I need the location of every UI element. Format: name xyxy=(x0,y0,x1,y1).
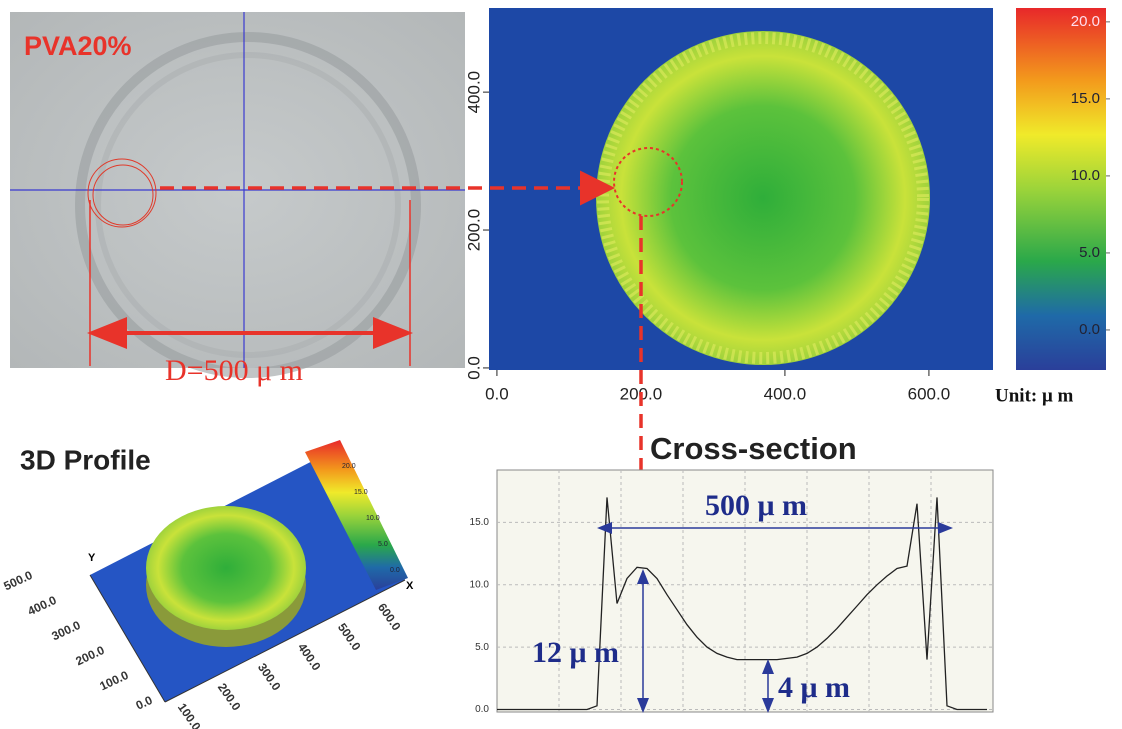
y-tick-label: 400.0 xyxy=(464,71,483,114)
y-tick-label: 0.0 xyxy=(464,356,483,380)
annotation: 4 μ m xyxy=(778,671,850,704)
profile-3d: 3D Profile Y X 0.0100.0200.0300.0400.050… xyxy=(1,440,414,729)
colorbar-tick-label: 15.0 xyxy=(354,489,368,496)
y-tick-label: 0.0 xyxy=(475,704,489,715)
y-tick-label: 400.0 xyxy=(25,593,58,619)
y-tick-label: 0.0 xyxy=(134,693,155,713)
colorbar-tick-label: 15.0 xyxy=(1071,90,1100,107)
x-tick-label: 300.0 xyxy=(255,661,284,694)
x-tick-label: 200.0 xyxy=(215,681,244,714)
colorbar-tick-label: 10.0 xyxy=(1071,167,1100,184)
colorbar-tick-label: 10.0 xyxy=(366,515,380,522)
profile-title: 3D Profile xyxy=(20,444,151,475)
y-tick-label: 5.0 xyxy=(475,642,489,653)
y-tick-label: 300.0 xyxy=(49,618,82,644)
x-tick-label: 400.0 xyxy=(764,384,807,403)
x-tick-label: 400.0 xyxy=(295,641,324,674)
sample-label: PVA20% xyxy=(24,31,132,61)
axis-label: X xyxy=(406,580,414,592)
x-tick-label: 500.0 xyxy=(335,621,364,654)
colorbar-unit: Unit: μ m xyxy=(995,385,1073,406)
colorbar-tick-label: 0.0 xyxy=(1079,321,1100,338)
y-tick-label: 10.0 xyxy=(470,579,490,590)
colorbar-tick-label: 20.0 xyxy=(1071,13,1100,30)
colorbar-tick-label: 5.0 xyxy=(378,541,388,548)
y-tick-label: 500.0 xyxy=(1,568,34,594)
figure: PVA20% D=500 μ m 0.0 200.0 400.0 600.0 0.0 20… xyxy=(0,0,1122,729)
colorbar-tick-label: 20.0 xyxy=(342,463,356,470)
y-tick-label: 200.0 xyxy=(73,643,106,669)
annotation: 12 μ m xyxy=(532,636,619,669)
disk-top xyxy=(146,506,306,630)
x-tick-label: 0.0 xyxy=(485,384,509,403)
y-tick-label: 15.0 xyxy=(470,517,490,528)
chart-title: Cross-section xyxy=(650,431,857,466)
x-tick-label: 600.0 xyxy=(375,601,404,634)
y-tick-label: 100.0 xyxy=(97,668,130,694)
micrograph: PVA20% D=500 μ m xyxy=(10,12,465,387)
x-tick-label: 100.0 xyxy=(175,701,204,729)
colorbar xyxy=(1016,8,1106,370)
axis-label: Y xyxy=(88,552,96,564)
height-map-disk xyxy=(596,31,930,365)
annotation: 500 μ m xyxy=(705,489,807,522)
x-tick-label: 600.0 xyxy=(908,384,951,403)
colorbar-tick-label: 0.0 xyxy=(390,567,400,574)
colorbar-tick-label: 5.0 xyxy=(1079,244,1100,261)
diameter-label: D=500 μ m xyxy=(165,354,303,387)
y-tick-label: 200.0 xyxy=(464,209,483,252)
